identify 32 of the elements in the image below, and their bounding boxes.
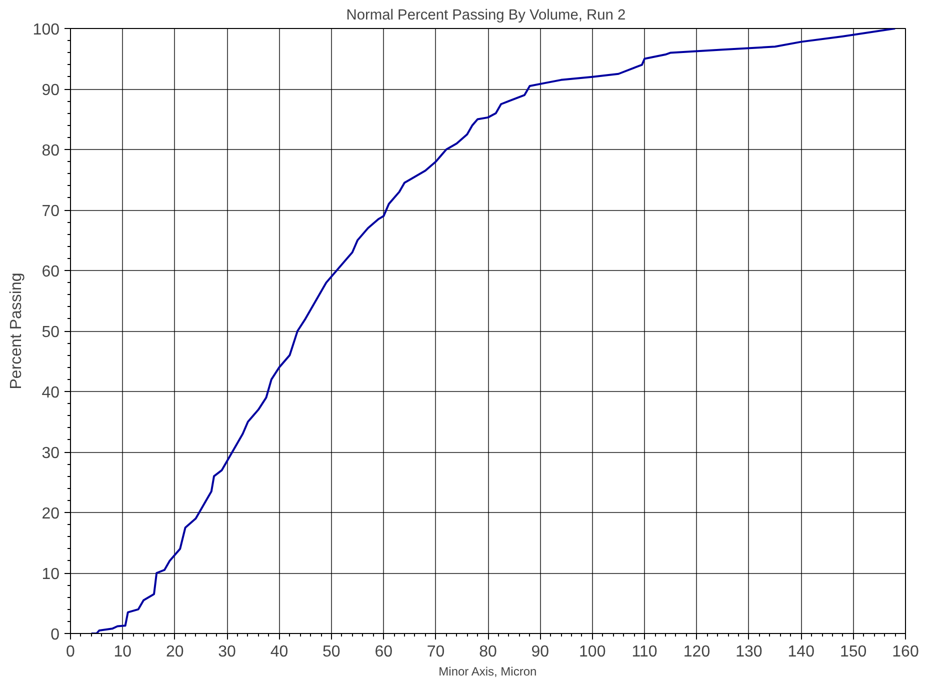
y-tick-label: 70 — [42, 203, 60, 220]
y-tick-label: 80 — [42, 142, 60, 160]
x-tick-label: 110 — [632, 644, 658, 660]
chart-title: Normal Percent Passing By Volume, Run 2 — [346, 8, 626, 24]
x-tick-label: 10 — [114, 644, 132, 660]
x-axis-title: Minor Axis, Micron — [438, 664, 537, 678]
x-tick-label: 90 — [531, 644, 550, 660]
y-tick-label: 100 — [32, 22, 60, 38]
y-tick-label: 0 — [50, 626, 60, 644]
x-tick-label: 20 — [166, 644, 184, 660]
x-tick-label: 50 — [322, 644, 340, 660]
x-tick-label: 120 — [683, 644, 710, 660]
x-tick-label: 160 — [892, 644, 919, 660]
x-tick-label: 140 — [788, 644, 815, 660]
y-tick-label: 10 — [42, 566, 60, 583]
y-tick-label: 50 — [42, 324, 60, 341]
x-tick-label: 30 — [218, 644, 236, 660]
x-tick-label: 60 — [374, 644, 393, 660]
x-tick-label: 100 — [579, 644, 606, 660]
x-tick-label: 40 — [270, 644, 288, 660]
x-tick-label: 130 — [736, 644, 762, 660]
y-tick-label: 20 — [42, 506, 60, 522]
x-tick-label: 150 — [840, 644, 867, 660]
y-tick-label: 60 — [42, 264, 60, 280]
x-tick-label: 80 — [479, 644, 497, 660]
y-tick-label: 40 — [42, 384, 60, 402]
line-series — [90, 28, 896, 634]
y-tick-label: 30 — [42, 445, 60, 462]
x-tick-label: 0 — [66, 644, 76, 660]
x-tick-label: 70 — [426, 644, 445, 660]
y-axis-title: Percent Passing — [8, 272, 25, 390]
y-tick-label: 90 — [42, 82, 60, 99]
